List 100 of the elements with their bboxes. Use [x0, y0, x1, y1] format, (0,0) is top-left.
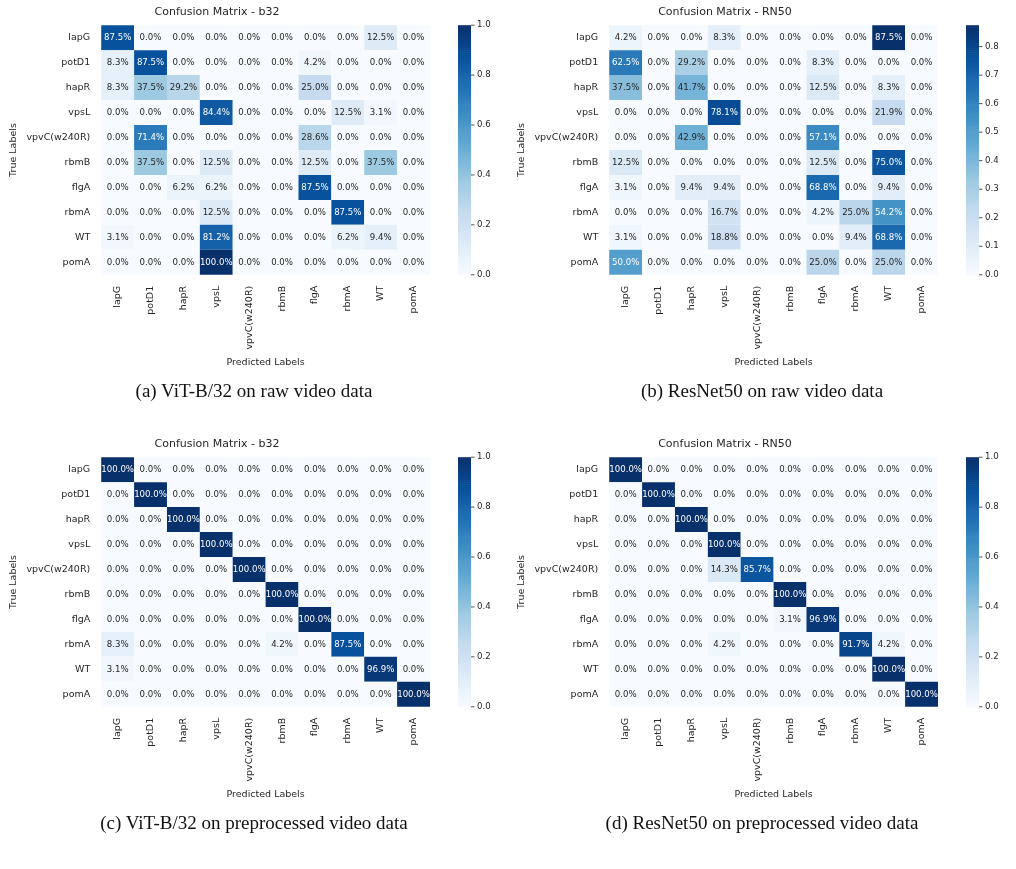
y-tick-label: lapG: [68, 463, 91, 475]
data-label: 0.0%: [746, 638, 769, 649]
data-label: 0.0%: [844, 181, 867, 192]
data-label: 0.0%: [172, 231, 195, 242]
data-label: 0.0%: [614, 488, 637, 499]
data-label: 0.0%: [238, 181, 261, 192]
y-tick-label: potD1: [61, 488, 91, 500]
data-label: 0.0%: [172, 131, 195, 142]
data-label: 0.0%: [369, 588, 392, 599]
data-label: 0.0%: [910, 256, 933, 267]
x-axis-title: Predicted Labels: [734, 787, 813, 799]
data-label: 0.0%: [844, 81, 867, 92]
x-tick-label: lapG: [111, 285, 123, 308]
y-tick-label: potD1: [569, 56, 599, 68]
data-label: 0.0%: [304, 538, 326, 549]
x-tick-label: WT: [374, 285, 386, 301]
data-label: 0.0%: [205, 688, 228, 699]
data-label: 100.0%: [675, 513, 708, 524]
data-label: 0.0%: [336, 463, 359, 474]
data-label: 87.5%: [875, 31, 903, 42]
data-label: 0.0%: [139, 638, 162, 649]
y-tick-label: vpvC(w240R): [26, 562, 91, 574]
y-tick-label: hapR: [65, 513, 91, 525]
data-label: 0.0%: [238, 613, 261, 624]
data-label: 0.0%: [910, 106, 933, 117]
data-label: 0.0%: [910, 538, 933, 549]
data-label: 0.0%: [614, 688, 637, 699]
data-label: 75.0%: [875, 156, 903, 167]
data-label: 0.0%: [844, 563, 867, 574]
data-label: 0.0%: [238, 463, 261, 474]
data-label: 0.0%: [271, 463, 293, 474]
color-bar-label: 1.0: [477, 19, 491, 30]
color-bar-label: 0.6: [477, 119, 491, 130]
data-label: 0.0%: [779, 638, 801, 649]
x-tick-label: WT: [374, 717, 386, 733]
y-tick-label: rbmB: [64, 155, 91, 167]
data-label: 0.0%: [402, 588, 425, 599]
data-label: 100.0%: [872, 663, 906, 674]
y-tick-label: WT: [583, 230, 599, 242]
data-label: 85.7%: [743, 563, 771, 574]
data-label: 0.0%: [812, 488, 834, 499]
data-label: 8.3%: [106, 638, 129, 649]
data-label: 25.0%: [875, 256, 903, 267]
data-label: 12.5%: [202, 206, 230, 217]
data-label: 0.0%: [647, 663, 670, 674]
data-label: 18.8%: [710, 231, 738, 242]
data-label: 0.0%: [172, 31, 195, 42]
data-label: 0.0%: [172, 56, 195, 67]
data-label: 0.0%: [844, 663, 867, 674]
data-label: 0.0%: [106, 131, 129, 142]
data-label: 0.0%: [336, 663, 359, 674]
x-tick-label: lapG: [619, 285, 631, 308]
data-label: 0.0%: [713, 56, 736, 67]
data-label: 4.2%: [713, 638, 736, 649]
data-label: 57.1%: [809, 131, 837, 142]
data-label: 0.0%: [910, 513, 933, 524]
data-label: 0.0%: [779, 56, 801, 67]
data-label: 0.0%: [238, 156, 261, 167]
data-label: 0.0%: [812, 538, 834, 549]
data-label: 0.0%: [402, 81, 425, 92]
data-label: 100.0%: [199, 256, 233, 267]
data-label: 0.0%: [336, 81, 359, 92]
x-tick-label: potD1: [652, 285, 664, 315]
data-label: 0.0%: [812, 663, 834, 674]
color-bar-label: 0.4: [985, 601, 999, 612]
data-label: 37.5%: [612, 81, 640, 92]
data-label: 0.0%: [238, 206, 261, 217]
color-bar-label: 0.6: [985, 97, 999, 108]
data-label: 0.0%: [304, 206, 326, 217]
data-label: 0.0%: [614, 131, 637, 142]
data-label: 0.0%: [304, 231, 326, 242]
data-label: 0.0%: [139, 256, 162, 267]
data-label: 0.0%: [844, 588, 867, 599]
data-label: 0.0%: [647, 181, 670, 192]
data-label: 0.0%: [106, 156, 129, 167]
data-label: 3.1%: [614, 181, 637, 192]
data-label: 0.0%: [680, 663, 703, 674]
data-label: 0.0%: [746, 131, 769, 142]
color-bar-label: 0.0: [985, 269, 999, 280]
data-label: 0.0%: [172, 563, 195, 574]
data-label: 0.0%: [304, 588, 326, 599]
data-label: 0.0%: [205, 81, 228, 92]
data-label: 14.3%: [710, 563, 738, 574]
data-label: 0.0%: [647, 131, 670, 142]
data-label: 0.0%: [369, 513, 392, 524]
chart-title: Confusion Matrix - b32: [154, 437, 280, 451]
data-label: 0.0%: [877, 513, 900, 524]
data-label: 0.0%: [139, 181, 162, 192]
data-label: 0.0%: [713, 588, 736, 599]
data-label: 0.0%: [271, 206, 293, 217]
color-bar-label: 0.4: [477, 601, 491, 612]
color-bar-label: 1.0: [985, 451, 999, 462]
data-label: 9.4%: [713, 181, 736, 192]
x-tick-label: hapR: [176, 717, 188, 743]
data-label: 0.0%: [746, 488, 769, 499]
y-tick-label: lapG: [68, 31, 91, 43]
data-label: 0.0%: [647, 106, 670, 117]
color-bar-label: 1.0: [477, 451, 491, 462]
data-label: 4.2%: [812, 206, 834, 217]
text: (c) ViT-B/32 on preprocessed video data: [99, 812, 409, 834]
